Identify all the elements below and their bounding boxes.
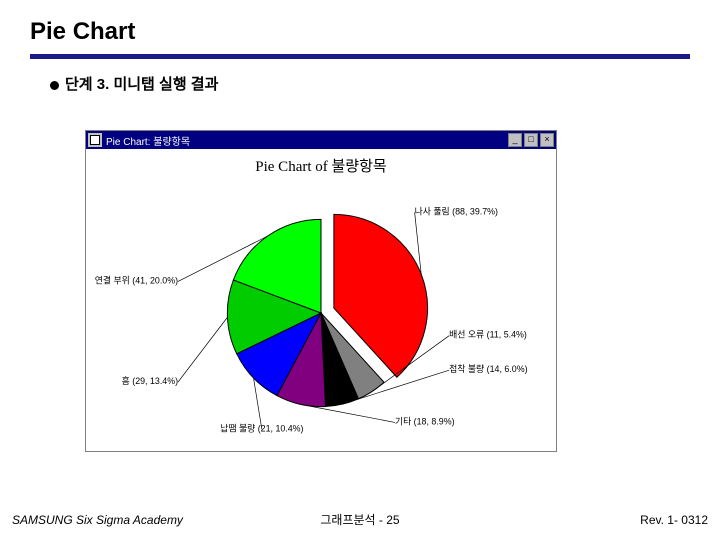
- window-title: Pie Chart: 불량항목: [106, 133, 508, 148]
- slide-footer: SAMSUNG Six Sigma Academy 그래프분석 - 25 Rev…: [0, 511, 720, 528]
- slice-label: 납땜 불량 (21, 10.4%): [220, 422, 303, 433]
- slice-label: 나사 풀림 (88, 39.7%): [415, 205, 498, 216]
- title-rule: [30, 54, 690, 59]
- slice-label: 연결 부위 (41, 20.0%): [95, 275, 178, 285]
- page-title: Pie Chart: [30, 18, 690, 46]
- leader-line: [300, 404, 394, 422]
- step-label: 단계 3. 미니탭 실행 결과: [65, 76, 218, 93]
- slice-label: 흠 (29, 13.4%): [122, 375, 178, 386]
- slice-label: 배선 오류 (11, 5.4%): [449, 330, 527, 340]
- minitab-chart-window: Pie Chart: 불량항목 _ □ × Pie Chart of 불량항목 …: [85, 130, 557, 452]
- footer-left: SAMSUNG Six Sigma Academy: [12, 513, 244, 527]
- step-heading: 단계 3. 미니탭 실행 결과: [50, 73, 690, 94]
- chart-area: Pie Chart of 불량항목 나사 풀림 (88, 39.7%) 배선 오류…: [86, 149, 556, 451]
- window-maximize-button[interactable]: □: [524, 133, 538, 147]
- window-minimize-button[interactable]: _: [508, 133, 522, 147]
- window-titlebar: Pie Chart: 불량항목 _ □ ×: [86, 131, 556, 149]
- window-icon: [88, 133, 102, 147]
- footer-center: 그래프분석 - 25: [244, 511, 476, 528]
- slice-label: 기타 (18, 8.9%): [395, 416, 455, 426]
- leader-line: [253, 378, 261, 429]
- pie-chart: 나사 풀림 (88, 39.7%) 배선 오류 (11, 5.4%) 접착 불량 (…: [86, 175, 556, 451]
- leader-line: [178, 317, 227, 382]
- slice-label: 접착 불량 (14, 6.0%): [449, 363, 527, 374]
- bullet-icon: [50, 81, 59, 90]
- chart-title: Pie Chart of 불량항목: [86, 149, 556, 176]
- footer-right: Rev. 1- 0312: [476, 513, 708, 527]
- window-close-button[interactable]: ×: [540, 133, 554, 147]
